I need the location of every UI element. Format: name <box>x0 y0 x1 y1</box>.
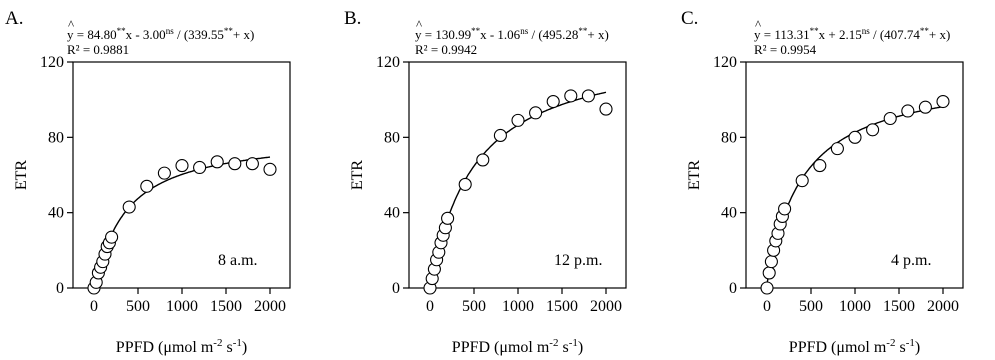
y-tick-label: 80 <box>48 129 64 146</box>
panel-label: C. <box>681 8 698 29</box>
x-tick-label: 1000 <box>166 298 198 315</box>
panel-label: B. <box>344 8 361 29</box>
y-tick-label: 120 <box>713 54 737 71</box>
x-tick-label: 1000 <box>502 298 534 315</box>
data-point <box>813 159 827 173</box>
data-point <box>883 111 897 126</box>
x-tick-label: 1500 <box>546 298 578 315</box>
fit-equation: y = 130.99**x - 1.06ns / (495.28**+ x) <box>415 26 609 42</box>
y-axis-label: ETR <box>349 160 366 191</box>
data-point <box>866 123 880 137</box>
fit-curve <box>95 156 271 285</box>
data-point <box>511 113 525 127</box>
chart-panel-1: A. ^y = 84.80**x - 3.00ns / (339.55**+ x)… <box>5 8 291 356</box>
data-point <box>778 202 792 216</box>
y-tick-label: 40 <box>384 205 400 222</box>
x-tick-label: 2000 <box>254 298 286 315</box>
data-point <box>476 153 490 167</box>
data-point <box>210 155 224 169</box>
y-tick-label: 0 <box>392 280 400 297</box>
panel-label: A. <box>5 8 23 29</box>
x-tick-label: 500 <box>126 298 150 315</box>
x-axis-label: PPFD (μmol m-2 s-1) <box>452 337 583 356</box>
x-axis-label: PPFD (μmol m-2 s-1) <box>789 337 920 356</box>
data-point <box>848 130 862 144</box>
data-point <box>157 166 171 180</box>
data-point <box>546 95 560 109</box>
data-point <box>228 157 242 171</box>
x-tick-label: 2000 <box>590 298 622 315</box>
data-point <box>122 200 136 214</box>
data-point <box>918 100 932 114</box>
data-point <box>458 177 472 191</box>
x-tick-label: 1500 <box>210 298 242 315</box>
time-of-day-label: 12 p.m. <box>554 252 602 269</box>
y-axis-label: ETR <box>13 160 30 191</box>
data-point <box>263 162 277 176</box>
data-point <box>441 211 455 225</box>
x-tick-label: 2000 <box>927 298 959 315</box>
data-point <box>901 104 915 118</box>
chart-panel-3: C. ^y = 113.31**x + 2.15ns / (407.74**+ x… <box>681 8 964 356</box>
data-point <box>764 255 778 269</box>
time-of-day-label: 8 a.m. <box>218 252 258 269</box>
fit-equation: y = 113.31**x + 2.15ns / (407.74**+ x) <box>754 26 950 42</box>
equation-hat: ^ <box>68 17 74 32</box>
x-tick-label: 0 <box>90 298 98 315</box>
data-point <box>175 159 189 173</box>
data-point <box>564 89 578 103</box>
x-tick-label: 500 <box>462 298 486 315</box>
y-tick-label: 40 <box>48 205 64 222</box>
data-point <box>193 160 207 175</box>
data-point <box>245 157 259 171</box>
y-tick-label: 80 <box>721 129 737 146</box>
data-point <box>140 179 154 193</box>
x-tick-label: 1500 <box>883 298 915 315</box>
data-point <box>830 142 844 156</box>
x-tick-label: 0 <box>426 298 434 315</box>
r-squared: R² = 0.9954 <box>754 42 817 57</box>
equation-hat: ^ <box>416 17 422 32</box>
data-point <box>529 106 543 120</box>
data-point <box>760 281 774 295</box>
data-point <box>105 230 119 244</box>
y-tick-label: 40 <box>721 205 737 222</box>
y-tick-label: 120 <box>376 54 400 71</box>
x-axis-label: PPFD (μmol m-2 s-1) <box>116 337 247 356</box>
y-axis-label: ETR <box>686 160 703 191</box>
data-point <box>936 95 950 109</box>
data-point <box>581 89 595 103</box>
x-tick-label: 0 <box>763 298 771 315</box>
equation-hat: ^ <box>755 17 761 32</box>
x-tick-label: 1000 <box>839 298 871 315</box>
y-tick-label: 0 <box>56 280 64 297</box>
x-tick-label: 500 <box>799 298 823 315</box>
data-point <box>795 174 809 188</box>
y-tick-label: 120 <box>40 54 64 71</box>
r-squared: R² = 0.9881 <box>67 42 129 57</box>
chart-panel-2: B. ^y = 130.99**x - 1.06ns / (495.28**+ x… <box>344 8 627 356</box>
data-point <box>599 102 613 116</box>
y-tick-label: 80 <box>384 129 400 146</box>
fit-equation: y = 84.80**x - 3.00ns / (339.55**+ x) <box>67 26 254 42</box>
data-point <box>493 128 507 142</box>
time-of-day-label: 4 p.m. <box>891 252 931 269</box>
data-point <box>762 266 776 280</box>
y-tick-label: 0 <box>729 280 737 297</box>
r-squared: R² = 0.9942 <box>415 42 477 57</box>
